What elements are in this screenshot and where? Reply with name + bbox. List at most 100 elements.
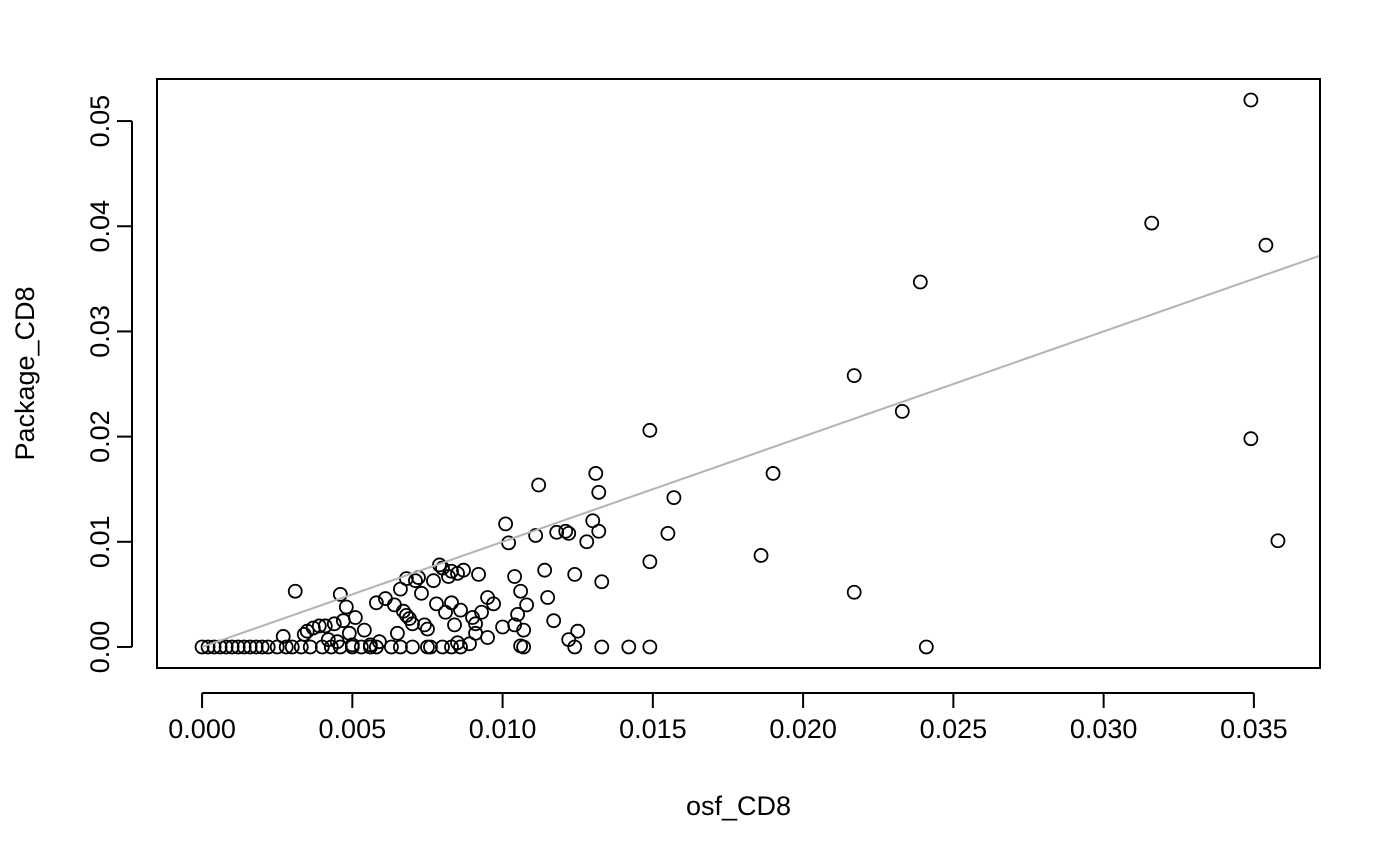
data-point	[474, 604, 489, 620]
data-point	[326, 616, 342, 632]
data-point	[362, 637, 378, 653]
data-point	[660, 525, 676, 541]
data-point	[588, 466, 604, 481]
data-point	[495, 619, 510, 635]
data-point	[642, 639, 658, 655]
x-tick-label: 0.005	[319, 714, 387, 744]
y-tick-label: 0.00	[85, 621, 115, 674]
y-tick-label: 0.02	[85, 410, 115, 463]
data-point	[531, 477, 547, 493]
data-point	[356, 622, 372, 638]
y-tick-label: 0.05	[85, 95, 115, 148]
data-point	[765, 466, 781, 481]
data-point	[894, 403, 910, 419]
data-point	[317, 618, 333, 634]
data-point	[1270, 533, 1286, 549]
data-point	[248, 639, 264, 655]
data-point	[254, 639, 270, 655]
data-point	[1144, 215, 1160, 231]
data-point	[311, 618, 327, 634]
x-tick-label: 0.010	[469, 714, 537, 744]
data-point	[456, 562, 471, 578]
data-point	[666, 490, 682, 506]
data-point	[384, 639, 399, 655]
data-point	[540, 590, 556, 605]
data-point	[594, 639, 610, 655]
data-point	[387, 597, 402, 613]
x-tick-label: 0.020	[769, 714, 837, 744]
data-point	[353, 639, 369, 655]
x-tick-label: 0.025	[920, 714, 988, 744]
data-point	[429, 596, 444, 612]
data-point	[642, 554, 658, 570]
data-point	[516, 622, 532, 638]
fit-line	[201, 254, 1321, 648]
data-point	[537, 562, 553, 578]
data-point	[438, 604, 453, 620]
data-point	[558, 523, 574, 539]
x-tick-label: 0.035	[1220, 714, 1288, 744]
data-point	[329, 634, 345, 650]
data-point	[338, 599, 354, 615]
plot-frame	[156, 78, 1321, 669]
data-point	[753, 548, 769, 563]
points-layer	[194, 92, 1286, 655]
y-tick-label: 0.01	[85, 516, 115, 569]
data-point	[393, 639, 408, 655]
data-point	[912, 274, 928, 290]
data-point	[335, 613, 351, 629]
data-point	[570, 623, 586, 639]
data-point	[1243, 92, 1259, 108]
data-point	[230, 639, 246, 655]
data-point	[200, 639, 216, 655]
y-tick-label: 0.03	[85, 305, 115, 358]
data-point	[471, 566, 486, 582]
x-tick-label: 0.000	[168, 714, 236, 744]
data-point	[567, 566, 583, 582]
data-point	[546, 613, 562, 629]
data-point	[408, 573, 423, 589]
y-tick-label: 0.04	[85, 200, 115, 253]
data-point	[642, 422, 658, 438]
x-axis: 0.000 0.005 0.010 0.015 0.020 0.025 0.030 0.035	[168, 692, 1288, 744]
data-point	[591, 523, 607, 539]
data-point	[390, 625, 405, 641]
data-point	[420, 621, 435, 637]
data-point	[1258, 237, 1274, 253]
data-point	[447, 617, 462, 633]
data-point	[420, 639, 435, 655]
x-axis-title: osf_CD8	[686, 791, 791, 821]
data-point	[561, 632, 577, 648]
data-point	[510, 606, 526, 622]
x-tick-label: 0.015	[619, 714, 687, 744]
data-point	[453, 639, 468, 655]
data-point	[846, 368, 862, 384]
data-point	[918, 639, 934, 655]
data-point	[498, 516, 513, 532]
data-point	[302, 639, 318, 655]
data-point	[594, 574, 610, 590]
data-point	[260, 639, 276, 655]
data-point	[480, 630, 495, 645]
data-point	[444, 595, 459, 611]
data-point	[432, 557, 447, 573]
data-point	[224, 639, 240, 655]
data-point	[528, 528, 544, 543]
data-point	[561, 525, 577, 541]
data-point	[347, 610, 363, 625]
data-point	[435, 639, 450, 655]
data-point	[236, 639, 252, 655]
data-point	[218, 639, 234, 655]
data-point	[320, 632, 336, 648]
data-point	[242, 639, 258, 655]
data-point	[513, 583, 529, 599]
data-point	[206, 639, 222, 655]
data-point	[846, 584, 862, 600]
data-point	[405, 639, 420, 655]
data-point	[278, 639, 294, 655]
data-point	[332, 586, 348, 602]
data-point	[414, 585, 429, 601]
data-point	[591, 484, 607, 500]
data-point	[296, 626, 312, 642]
